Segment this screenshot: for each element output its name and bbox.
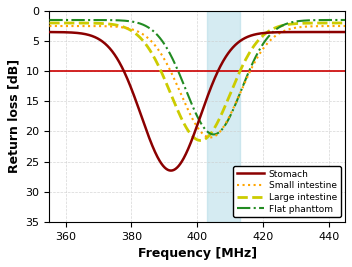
Flat phanttom: [177, 73, 182, 76]
Bar: [207, 11, 240, 222]
Small intestine: [283, 29, 288, 32]
Large intestine: [77, 21, 82, 25]
Large intestine: [47, 21, 51, 25]
Stomach: [47, 30, 51, 34]
Stomach: [167, 169, 171, 172]
Large intestine: [343, 21, 347, 25]
Large intestine: [167, 88, 171, 91]
Stomach: [178, 163, 182, 166]
Large intestine: [278, 25, 282, 28]
Large intestine: [283, 23, 288, 26]
Small intestine: [278, 31, 282, 34]
Line: Large intestine: Large intestine: [49, 23, 345, 140]
Small intestine: [77, 24, 82, 28]
Small intestine: [167, 66, 171, 69]
Stomach: [77, 32, 82, 35]
Stomach: [278, 31, 282, 34]
Stomach: [343, 30, 347, 34]
Stomach: [169, 169, 173, 172]
Flat phanttom: [212, 133, 216, 136]
Small intestine: [251, 64, 255, 68]
Line: Stomach: Stomach: [49, 32, 345, 171]
Large intestine: [199, 139, 203, 142]
Flat phanttom: [283, 22, 288, 26]
Flat phanttom: [47, 18, 51, 22]
Small intestine: [208, 136, 213, 139]
Flat phanttom: [251, 61, 255, 65]
Large intestine: [251, 46, 255, 49]
Flat phanttom: [77, 18, 82, 22]
Stomach: [251, 33, 255, 37]
Legend: Stomach, Small intestine, Large intestine, Flat phanttom: Stomach, Small intestine, Large intestin…: [233, 166, 340, 217]
Flat phanttom: [343, 18, 347, 22]
Large intestine: [177, 113, 182, 116]
Line: Small intestine: Small intestine: [49, 26, 345, 138]
X-axis label: Frequency [MHz]: Frequency [MHz]: [138, 247, 257, 260]
Small intestine: [47, 24, 51, 28]
Small intestine: [177, 89, 182, 92]
Stomach: [283, 30, 288, 34]
Flat phanttom: [167, 50, 171, 53]
Line: Flat phanttom: Flat phanttom: [49, 20, 345, 134]
Flat phanttom: [278, 25, 282, 28]
Small intestine: [343, 24, 347, 28]
Y-axis label: Return loss [dB]: Return loss [dB]: [7, 59, 20, 174]
